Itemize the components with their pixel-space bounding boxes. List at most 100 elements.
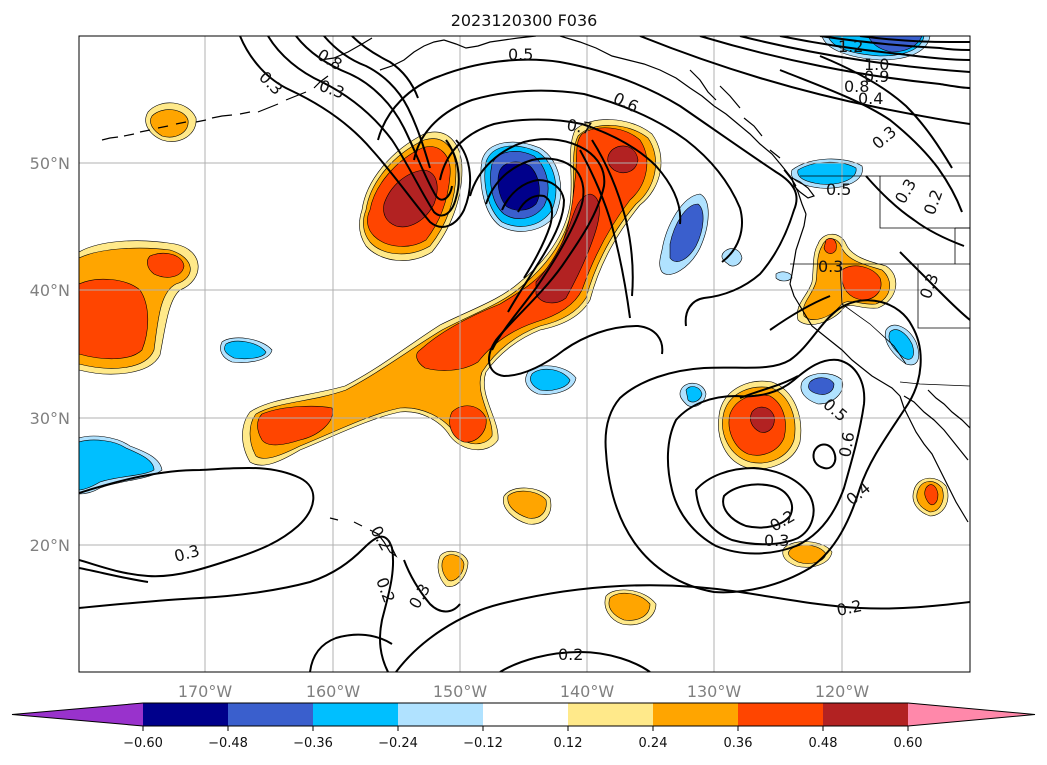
contour-03-band: [79, 466, 315, 578]
warm-spot-137w-15n-core: [608, 592, 651, 621]
colorbar-segment: [483, 703, 568, 726]
colorbar-tick-label: −0.36: [293, 736, 333, 751]
map-title: 2023120300 F036: [451, 11, 598, 30]
colorbar-tick-label: 0.48: [809, 736, 838, 751]
contour-east-5: [812, 443, 837, 470]
border-wa-or: [879, 176, 970, 229]
border-ca-nv: [917, 264, 970, 329]
contour-low-5: [351, 36, 419, 99]
contour-low-1: [239, 36, 472, 228]
contour-label: 0.2: [835, 596, 864, 620]
coastline-baja: [899, 395, 969, 523]
contour-top-3: [739, 36, 970, 73]
contour-ne-1: [579, 149, 631, 319]
contour-trough-4: [517, 194, 553, 279]
colorbar-segment: [908, 703, 1035, 726]
contour-east-6: [739, 295, 831, 399]
contour-ne-2: [591, 139, 634, 297]
coastline-sonora: [927, 389, 970, 429]
map-frame: [78, 35, 971, 673]
contour-label: 0.3: [818, 257, 843, 276]
contour-label: 1.0: [864, 55, 889, 74]
longitude-labels: 170°W 160°W 150°W 140°W 130°W 120°W: [178, 682, 870, 701]
cold-spot-143w-32n-core: [530, 368, 571, 391]
cold-spot-123w-41n: [775, 271, 793, 282]
cold-region-bc-coast-sky: [797, 161, 857, 185]
warm-spot-143w-23n-core: [507, 490, 547, 519]
warm-plume-darkred: [535, 193, 600, 304]
contour-label: 1.2: [838, 37, 863, 56]
warm-region-west-red2: [147, 253, 185, 278]
colorbar: −0.60 −0.48 −0.36 −0.24 −0.12 0.12 0.24 0.36 0.4…: [11, 702, 1036, 751]
lon-label: 120°W: [815, 682, 870, 701]
contour-label: 0.9: [864, 67, 889, 86]
contour-sw-desert: [899, 251, 970, 321]
colorbar-segment: [313, 703, 398, 726]
lon-label: 150°W: [433, 682, 488, 701]
contour-top-4: [779, 36, 970, 61]
colorbar-tick-label: 0.12: [554, 736, 583, 751]
contour-top-6: [859, 36, 970, 43]
colorbar-tick-label: −0.12: [463, 736, 503, 751]
cold-spot-131w-31n-core: [685, 386, 703, 403]
colorbar-tick-label: 0.36: [724, 736, 753, 751]
contour-trough-2: [485, 157, 585, 351]
contour-top-7: [779, 69, 963, 213]
lat-label: 50°N: [30, 154, 70, 173]
contour-east-2: [666, 358, 866, 555]
warm-region-nw-small-core: [150, 109, 189, 138]
borders: [790, 175, 970, 387]
colorbar-tick-label: −0.60: [123, 736, 163, 751]
lat-label: 40°N: [30, 281, 70, 300]
contour-trough-3: [501, 178, 566, 313]
contour-lines: [79, 36, 970, 672]
coastlines: [101, 36, 970, 558]
colorbar-segment: [12, 703, 143, 726]
contour-label: 0.2: [558, 645, 583, 664]
cold-spot-163w-36n-core: [224, 340, 267, 360]
border-us-mexico: [899, 381, 970, 387]
coastline-vancouver-is: [791, 176, 815, 199]
lon-label: 170°W: [178, 682, 233, 701]
contour-labels: 0.5 0.6 0.7 0.3 0.8 1.2 1.0 0.9 0.8 0.4 …: [172, 37, 946, 664]
contour-east-1: [604, 299, 922, 594]
contour-low-2: [267, 36, 460, 217]
contour-label: 0.8: [844, 77, 869, 96]
contour-top-1: [639, 36, 970, 125]
coastline-aleutians: [101, 75, 329, 141]
warm-plume-red: [257, 405, 333, 446]
border-id: [954, 227, 970, 264]
coastline-bc-inlets: [689, 69, 807, 215]
contour-label: 0.7: [565, 115, 593, 138]
contour-ne-high: [865, 175, 965, 247]
cold-spot-178w-28n-core: [79, 439, 155, 491]
contour-top-5: [819, 36, 970, 51]
contour-label: 0.5: [826, 180, 851, 199]
coastline-hawaii: [329, 517, 398, 558]
colorbar-segment: [738, 703, 823, 726]
cold-region-sw-us-sky: [888, 329, 914, 360]
contour-east-3: [694, 466, 815, 546]
contour-02-bottom: [395, 584, 970, 672]
colorbar-segment: [143, 703, 228, 726]
cold-region-east-gulf-blue: [669, 203, 704, 262]
contour-top-8: [819, 55, 953, 169]
contour-east-4: [722, 483, 793, 529]
contour-top-2: [699, 36, 970, 89]
contour-label: 0.6: [835, 430, 858, 458]
colorbar-segment: [228, 703, 313, 726]
coastline-alaska: [319, 36, 797, 187]
warm-region-mexico-red: [924, 484, 939, 506]
colorbar-tick-label: −0.24: [378, 736, 418, 751]
colorbar-segment: [398, 703, 483, 726]
map-background: [79, 36, 970, 672]
warm-spot-150w-17n-core: [441, 554, 465, 582]
contour-low-3: [295, 36, 453, 201]
lat-label: 20°N: [30, 536, 70, 555]
contour-02-center: [309, 633, 393, 672]
colorbar-segment: [568, 703, 653, 726]
colorbar-tick-label: 0.24: [639, 736, 668, 751]
warm-region-california-red: [841, 265, 882, 301]
contour-03-loop: [79, 567, 149, 583]
